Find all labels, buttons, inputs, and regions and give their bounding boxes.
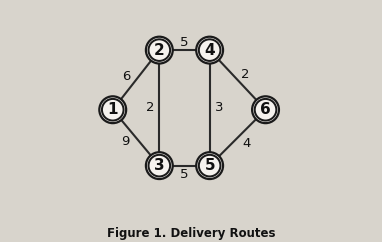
Circle shape (199, 155, 220, 176)
Text: 2: 2 (146, 101, 154, 114)
Circle shape (146, 37, 173, 64)
Text: 9: 9 (121, 135, 129, 148)
Circle shape (149, 39, 170, 61)
Text: 5: 5 (204, 158, 215, 173)
Text: 3: 3 (215, 101, 223, 114)
Text: 4: 4 (204, 43, 215, 58)
Circle shape (255, 99, 276, 121)
Circle shape (252, 96, 279, 123)
Text: 5: 5 (180, 36, 189, 49)
Circle shape (196, 152, 223, 179)
Text: 2: 2 (154, 43, 165, 58)
Circle shape (196, 37, 223, 64)
Text: Figure 1. Delivery Routes: Figure 1. Delivery Routes (107, 227, 275, 240)
Circle shape (102, 99, 123, 121)
Text: 1: 1 (107, 102, 118, 117)
Text: 6: 6 (260, 102, 271, 117)
Circle shape (146, 152, 173, 179)
Text: 3: 3 (154, 158, 165, 173)
Circle shape (149, 155, 170, 176)
Text: 6: 6 (123, 70, 131, 83)
Circle shape (199, 39, 220, 61)
Text: 5: 5 (180, 167, 189, 181)
Text: 4: 4 (243, 137, 251, 150)
Circle shape (99, 96, 126, 123)
Text: 2: 2 (241, 68, 249, 81)
